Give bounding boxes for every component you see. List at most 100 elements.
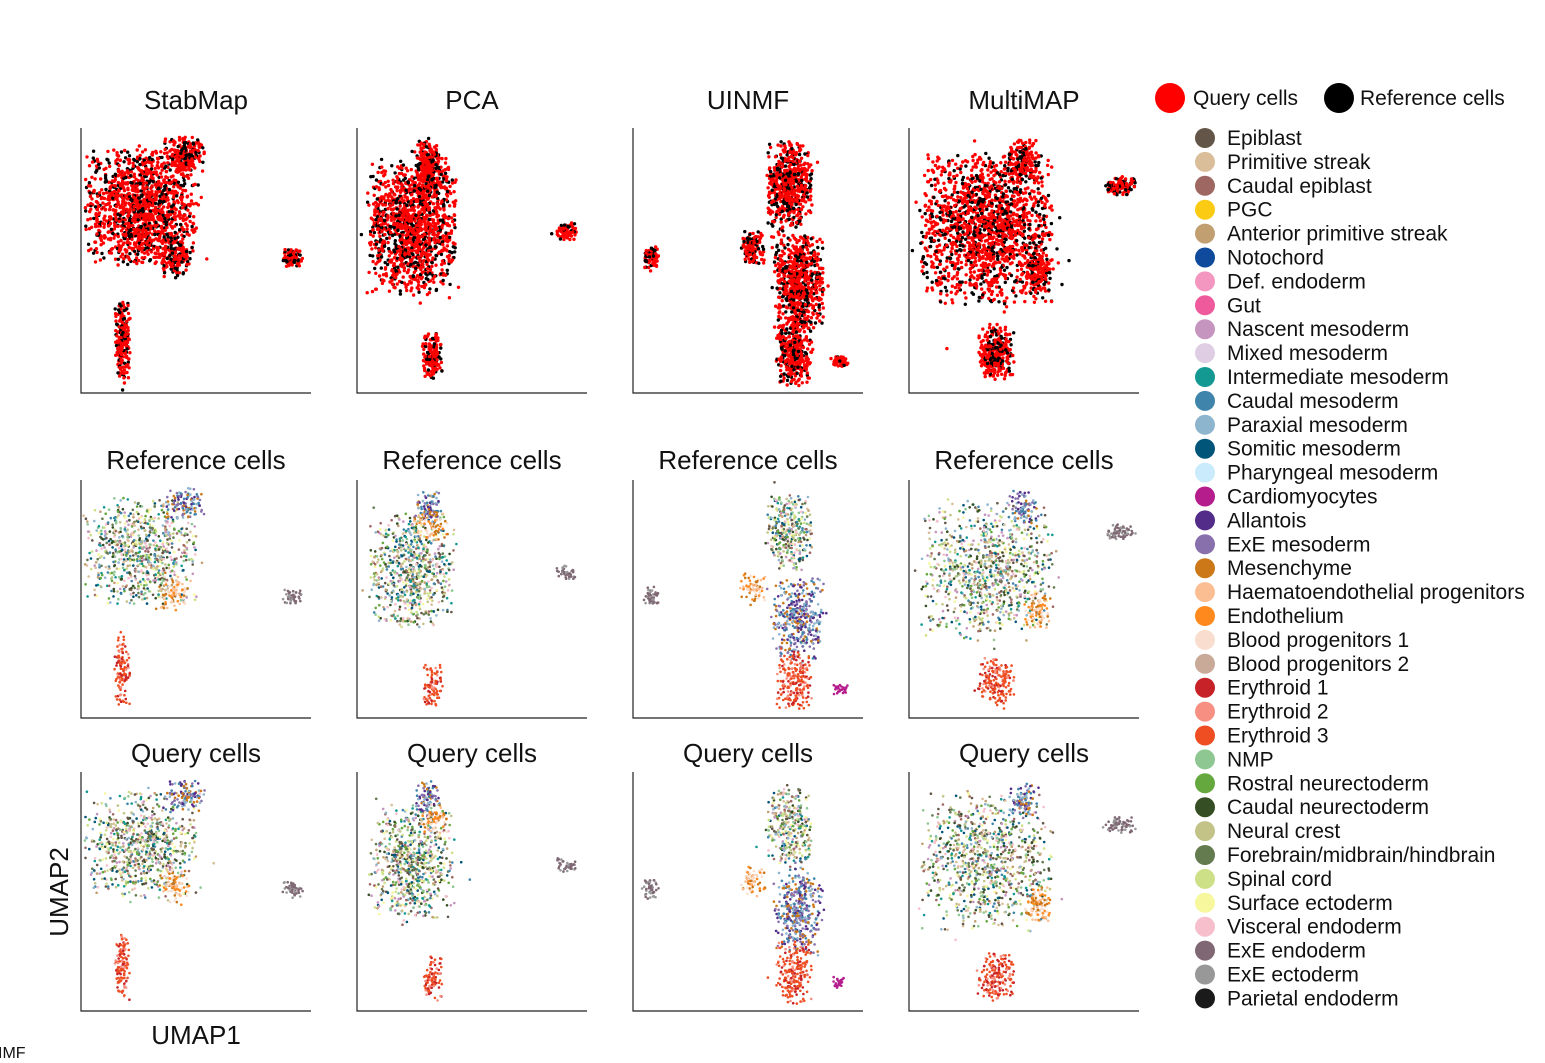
scatter-point: [128, 672, 131, 675]
scatter-panel-stabmap-row-2: [80, 480, 311, 719]
scatter-point: [166, 816, 170, 819]
scatter-point: [168, 537, 172, 540]
scatter-point: [124, 250, 129, 254]
scatter-point: [120, 990, 123, 993]
scatter-point: [91, 539, 94, 542]
scatter-point: [113, 570, 116, 574]
scatter-point: [122, 160, 126, 164]
scatter-point: [291, 251, 296, 256]
scatter-point: [114, 576, 117, 579]
scatter-point: [176, 871, 180, 875]
row-title-query-1: Query cells: [131, 738, 261, 768]
scatter-point: [296, 249, 301, 253]
scatter-point: [129, 825, 133, 828]
scatter-point: [113, 859, 116, 863]
scatter-point: [123, 947, 127, 951]
scatter-point: [103, 833, 107, 836]
scatter-point: [169, 489, 172, 493]
scatter-point: [142, 197, 146, 201]
scatter-point: [165, 151, 169, 155]
scatter-point: [167, 864, 170, 867]
scatter-point: [110, 192, 114, 196]
scatter-point: [145, 602, 149, 605]
scatter-point: [132, 539, 136, 542]
scatter-point: [108, 217, 112, 222]
scatter-point: [102, 506, 106, 509]
scatter-point: [129, 875, 132, 878]
scatter-point: [301, 889, 304, 893]
scatter-point: [166, 198, 170, 202]
scatter-point: [171, 871, 175, 875]
scatter-point: [123, 976, 126, 980]
scatter-point: [140, 242, 144, 247]
scatter-point: [95, 232, 99, 236]
scatter-point: [395, 282, 399, 286]
scatter-point: [134, 184, 138, 188]
scatter-point: [125, 319, 129, 323]
scatter-point: [185, 194, 190, 198]
scatter-point: [159, 595, 162, 599]
scatter-point: [160, 261, 164, 265]
scatter-point: [130, 237, 134, 241]
scatter-point: [137, 564, 140, 567]
scatter-point: [134, 894, 138, 897]
scatter-point: [111, 208, 115, 212]
scatter-point: [148, 850, 152, 853]
scatter-point: [172, 509, 176, 512]
scatter-point: [181, 817, 184, 821]
scatter-point: [191, 563, 194, 566]
scatter-point: [125, 551, 129, 555]
scatter-point: [105, 882, 108, 885]
scatter-point: [94, 247, 99, 251]
scatter-point: [167, 181, 171, 185]
scatter-point: [171, 783, 174, 786]
scatter-point: [141, 201, 145, 205]
scatter-point: [138, 200, 142, 204]
scatter-point: [445, 268, 449, 272]
scatter-point: [132, 157, 136, 162]
scatter-point: [96, 194, 100, 198]
scatter-point: [168, 585, 171, 588]
scatter-point: [94, 816, 98, 820]
scatter-point: [134, 857, 137, 860]
scatter-point: [186, 208, 190, 212]
scatter-point: [119, 972, 122, 976]
scatter-point: [105, 837, 109, 841]
scatter-point: [120, 874, 123, 877]
scatter-point: [148, 531, 152, 534]
scatter-point: [130, 218, 135, 223]
scatter-point: [184, 532, 187, 535]
scatter-point: [155, 883, 158, 886]
scatter-point: [398, 292, 403, 296]
scatter-point: [131, 888, 134, 891]
scatter-point: [95, 594, 99, 598]
scatter-point: [127, 850, 131, 854]
scatter-point: [293, 883, 296, 887]
scatter-point: [124, 175, 128, 180]
scatter-point: [144, 160, 148, 165]
scatter-point: [122, 638, 126, 641]
scatter-point: [443, 161, 448, 165]
scatter-point: [118, 521, 122, 524]
scatter-point: [146, 839, 149, 843]
scatter-point: [154, 596, 157, 600]
scatter-point: [146, 538, 149, 542]
scatter-point: [139, 516, 142, 519]
scatter-point: [160, 168, 164, 172]
scatter-point: [193, 841, 196, 844]
scatter-point: [123, 528, 127, 531]
scatter-point: [176, 804, 180, 808]
scatter-point: [192, 534, 195, 538]
scatter-point: [120, 574, 124, 578]
row-title-query-2: Query cells: [407, 738, 537, 768]
scatter-point: [444, 231, 448, 235]
scatter-point: [191, 202, 196, 206]
scatter-point: [121, 330, 125, 335]
scatter-point: [135, 519, 139, 523]
scatter-point: [137, 591, 140, 595]
scatter-point: [191, 836, 194, 840]
scatter-point: [158, 214, 162, 219]
scatter-point: [121, 949, 125, 953]
scatter-point: [165, 505, 169, 508]
scatter-point: [149, 508, 152, 511]
